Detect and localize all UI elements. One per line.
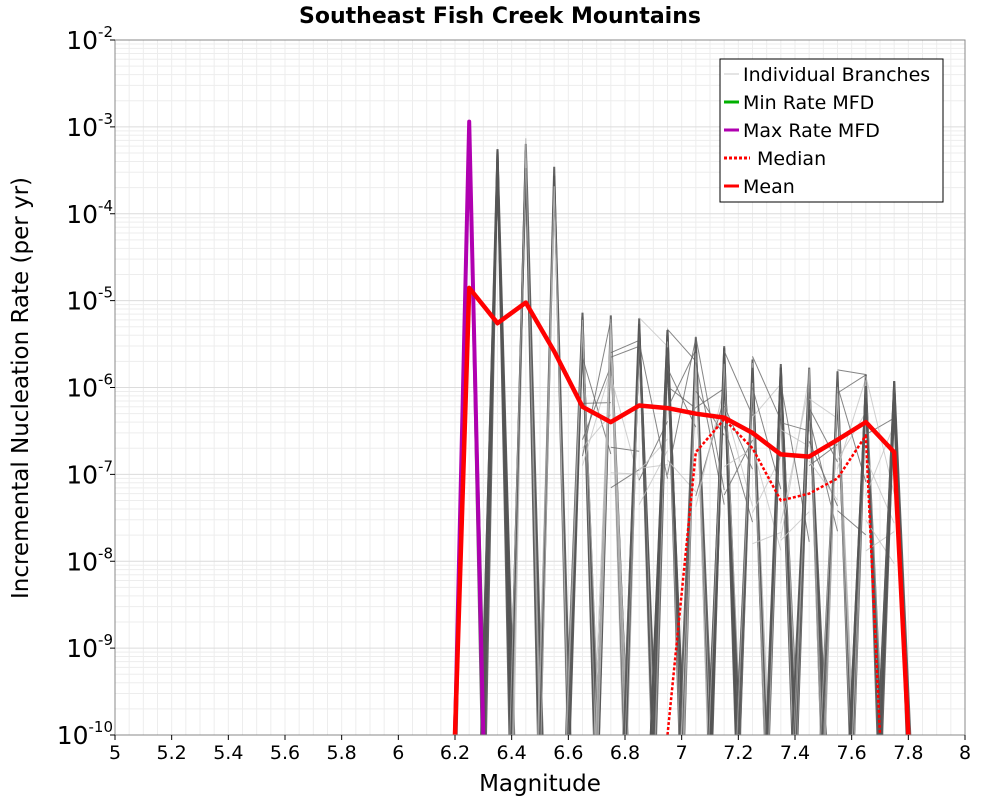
- y-tick-label: 10-10: [57, 718, 113, 750]
- branch-line: [765, 367, 796, 736]
- branch-line: [723, 439, 753, 496]
- y-tick-label: 10-3: [66, 110, 113, 142]
- branch-line: [865, 417, 895, 436]
- x-tick-label: 6.6: [553, 742, 583, 764]
- legend-label: Individual Branches: [743, 64, 930, 86]
- branch-line: [723, 448, 753, 468]
- branch-line: [565, 319, 600, 736]
- legend-label: Min Rate MFD: [743, 92, 874, 114]
- branch-line: [566, 326, 596, 736]
- branch-line: [823, 392, 853, 736]
- branch-line: [780, 429, 810, 447]
- x-tick-label: 7.8: [893, 742, 923, 764]
- branch-line: [837, 374, 867, 394]
- x-tick-label: 5.2: [157, 742, 187, 764]
- x-tick-label: 7.2: [723, 742, 753, 764]
- y-tick-label: 10-8: [66, 544, 113, 576]
- y-axis-ticks: 10-2 10-3 10-4 10-5 10-6 10-7 10-8 10-9 10-10: [57, 23, 115, 750]
- branch-line: [736, 382, 766, 736]
- y-axis-label: Incremental Nucleation Rate (per yr): [8, 177, 34, 599]
- x-tick-label: 5.8: [327, 742, 357, 764]
- branch-line: [837, 369, 866, 375]
- branch-line: [808, 444, 838, 467]
- x-tick-label: 7.6: [837, 742, 867, 764]
- branch-line: [610, 345, 640, 358]
- x-tick-label: 5: [109, 742, 121, 764]
- series-median: [666, 418, 882, 736]
- branch-line: [852, 379, 883, 736]
- branch-line: [593, 322, 627, 736]
- branch-line: [509, 158, 541, 736]
- branch-line: [667, 328, 697, 362]
- branch-line: [737, 367, 768, 736]
- branch-line: [808, 407, 838, 463]
- branch-line: [667, 338, 697, 475]
- x-tick-label: 5.6: [270, 742, 300, 764]
- y-tick-label: 10-4: [66, 197, 113, 229]
- y-tick-label: 10-7: [66, 457, 113, 489]
- chart-title: Southeast Fish Creek Mountains: [299, 4, 701, 29]
- x-axis-ticks: 5 5.2 5.4 5.6 5.8 6 6.2 6.4 6.6 6.8 7 7.2 7.4 7.6 7.8 8: [109, 735, 971, 764]
- x-tick-label: 8: [959, 742, 971, 764]
- branch-line: [837, 378, 867, 470]
- branch-line: [837, 385, 867, 482]
- legend-label: Max Rate MFD: [743, 120, 880, 142]
- legend-label: Median: [757, 148, 826, 170]
- legend: Individual Branches Min Rate MFD Max Rate …: [719, 58, 944, 203]
- branch-line: [848, 386, 879, 736]
- y-tick-label: 10-6: [66, 371, 113, 403]
- x-tick-label: 7.4: [780, 742, 810, 764]
- branch-line: [582, 368, 612, 466]
- branch-line: [723, 350, 753, 416]
- branch-line: [752, 356, 782, 421]
- branch-line: [708, 363, 742, 736]
- branch-line: [667, 349, 697, 409]
- x-tick-label: 6.2: [440, 742, 470, 764]
- legend-label: Mean: [743, 176, 795, 198]
- branch-line: [481, 150, 516, 736]
- branch-line: [794, 368, 823, 736]
- branch-line: [808, 398, 838, 419]
- branch-line: [695, 388, 725, 409]
- x-axis-label: Magnitude: [479, 771, 601, 797]
- branch-line: [597, 330, 629, 736]
- branch-line: [654, 341, 680, 736]
- branch-line: [649, 347, 684, 736]
- x-tick-label: 7: [676, 742, 688, 764]
- branch-line: [638, 317, 668, 347]
- x-tick-label: 6: [392, 742, 404, 764]
- branch-line: [582, 319, 612, 457]
- branch-line: [667, 386, 697, 409]
- branch-line: [483, 149, 512, 736]
- branch-line: [683, 353, 709, 736]
- branch-line: [695, 386, 725, 507]
- branch-line: [610, 339, 640, 354]
- y-tick-label: 10-9: [66, 631, 113, 663]
- legend-box: [719, 58, 944, 203]
- y-tick-label: 10-2: [66, 23, 113, 55]
- branch-line: [582, 402, 611, 404]
- x-tick-label: 5.4: [213, 742, 243, 764]
- series-layer: [452, 119, 911, 736]
- x-tick-label: 6.4: [497, 742, 527, 764]
- branch-line: [780, 422, 810, 432]
- grid: [114, 40, 966, 736]
- branch-line: [865, 424, 895, 496]
- series-mean: [452, 285, 911, 736]
- y-tick-label: 10-5: [66, 284, 113, 316]
- branch-line: [837, 412, 867, 461]
- branch-line: [752, 383, 782, 418]
- x-tick-label: 6.8: [610, 742, 640, 764]
- branch-line: [540, 186, 569, 736]
